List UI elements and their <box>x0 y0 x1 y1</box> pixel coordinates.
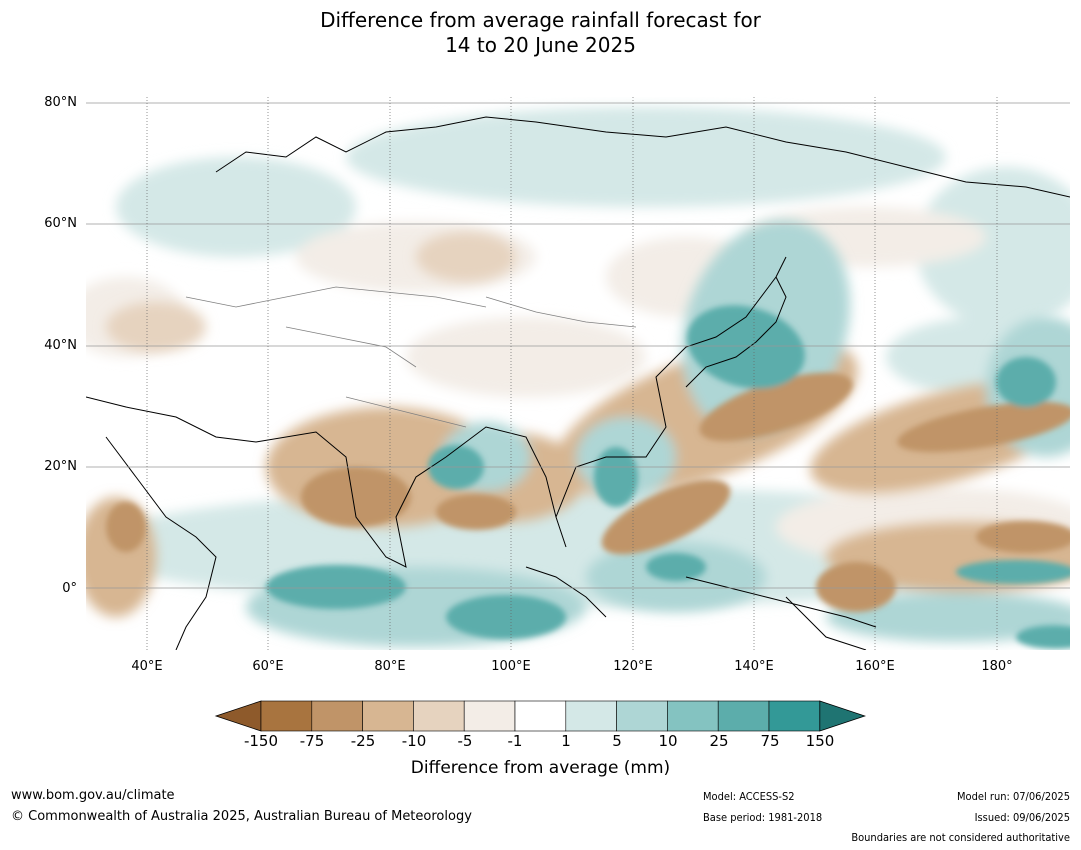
legend-tick: 10 <box>658 732 678 750</box>
legend-swatch <box>565 700 617 732</box>
legend-swatch <box>463 700 516 732</box>
model-run-date: Model run: 07/06/2025 <box>957 790 1070 803</box>
lat-label-40n: 40°N <box>44 338 77 353</box>
legend-colorbar <box>214 700 866 732</box>
legend-swatch <box>311 700 363 732</box>
issued-date: Issued: 09/06/2025 <box>974 811 1070 824</box>
lon-label-140e: 140°E <box>734 659 774 674</box>
legend-tick: -10 <box>401 732 427 750</box>
lat-label-0: 0° <box>62 581 77 596</box>
legend-tick: -25 <box>350 732 376 750</box>
legend-extend-high <box>819 700 866 732</box>
legend-swatch <box>413 700 465 732</box>
legend-tick: 5 <box>612 732 622 750</box>
legend-swatch <box>768 700 821 732</box>
legend-swatch <box>717 700 770 732</box>
map-canvas <box>86 97 1070 650</box>
legend-swatch <box>260 700 313 732</box>
lon-label-120e: 120°E <box>613 659 653 674</box>
legend-tick: -75 <box>299 732 325 750</box>
lat-label-20n: 20°N <box>44 459 77 474</box>
copyright-text: © Commonwealth of Australia 2025, Austra… <box>11 809 472 824</box>
legend-swatch <box>362 700 414 732</box>
legend-swatch <box>514 700 567 732</box>
lon-label-180: 180° <box>981 659 1013 674</box>
lon-label-100e: 100°E <box>491 659 531 674</box>
legend-tick: 75 <box>760 732 780 750</box>
lat-label-80n: 80°N <box>44 95 77 110</box>
lon-label-160e: 160°E <box>855 659 895 674</box>
legend-tick: -150 <box>243 732 279 750</box>
anomaly-strong-layer <box>106 305 1070 649</box>
legend-tick: 1 <box>561 732 571 750</box>
lon-label-40e: 40°E <box>131 659 163 674</box>
base-period: Base period: 1981-2018 <box>703 811 823 824</box>
lon-label-60e: 60°E <box>252 659 284 674</box>
model-name: Model: ACCESS-S2 <box>703 790 795 803</box>
graticule <box>86 97 1070 650</box>
boundaries-disclaimer: Boundaries are not considered authoritat… <box>851 831 1070 844</box>
legend-tick: -1 <box>507 732 523 750</box>
map-title: Difference from average rainfall forecas… <box>0 8 1081 58</box>
legend-swatch <box>616 700 668 732</box>
title-line-2: 14 to 20 June 2025 <box>445 33 636 57</box>
legend-swatch <box>667 700 719 732</box>
lon-label-80e: 80°E <box>374 659 406 674</box>
legend-extend-low <box>214 700 262 732</box>
coastlines <box>86 116 1070 650</box>
legend-tick: 150 <box>805 732 835 750</box>
legend-swatches <box>214 700 866 732</box>
legend-tick: 25 <box>709 732 729 750</box>
title-line-1: Difference from average rainfall forecas… <box>320 8 761 32</box>
rainfall-anomaly-map <box>86 97 1070 650</box>
lat-label-60n: 60°N <box>44 216 77 231</box>
legend-title: Difference from average (mm) <box>410 758 671 778</box>
website-link[interactable]: www.bom.gov.au/climate <box>11 788 175 803</box>
legend-tick: -5 <box>457 732 473 750</box>
